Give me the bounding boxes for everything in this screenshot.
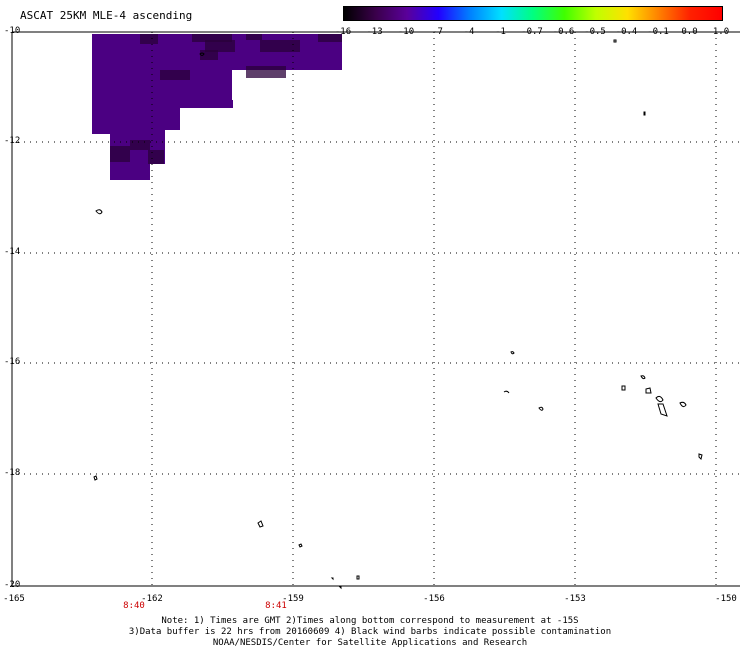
time-label: 8:40	[123, 601, 145, 611]
island	[356, 575, 360, 580]
time-label: 8:41	[265, 601, 287, 611]
data-cell	[318, 34, 342, 42]
longitude-label: -153	[564, 594, 586, 604]
data-cell	[292, 70, 342, 110]
latitude-label: -12	[4, 136, 21, 146]
longitude-label: -156	[423, 594, 445, 604]
latitude-label: -20	[4, 580, 21, 590]
island	[657, 403, 668, 417]
note-line-3: NOAA/NESDIS/Center for Satellite Applica…	[212, 638, 528, 648]
island	[95, 209, 103, 215]
island	[640, 375, 646, 380]
data-cell	[160, 70, 190, 80]
data-cell	[218, 100, 233, 108]
latitude-label: -14	[4, 247, 21, 257]
island	[655, 395, 664, 403]
data-cell	[165, 130, 180, 180]
data-cell	[192, 34, 232, 42]
data-cell	[246, 66, 286, 78]
data-cell	[110, 146, 130, 162]
data-cells	[92, 34, 342, 180]
island	[330, 577, 334, 581]
island	[199, 52, 205, 56]
note-line-2: 3)Data buffer is 22 hrs from 20160609 4)…	[128, 627, 612, 637]
island	[298, 543, 303, 548]
longitude-label: -162	[141, 594, 163, 604]
data-cell	[92, 134, 110, 180]
island	[621, 385, 626, 391]
island	[645, 387, 652, 394]
island	[698, 453, 703, 460]
island	[538, 406, 544, 411]
latitude-label: -16	[4, 357, 21, 367]
longitude-label: -159	[282, 594, 304, 604]
grid-lines	[11, 31, 740, 587]
data-cell	[232, 70, 242, 110]
longitude-label: -150	[715, 594, 737, 604]
data-cell	[130, 140, 150, 150]
latitude-label: -18	[4, 468, 21, 478]
island	[93, 475, 98, 481]
latitude-label: -10	[4, 26, 21, 36]
data-cell	[205, 40, 235, 52]
data-cell	[260, 40, 300, 52]
note-line-1: Note: 1) Times are GMT 2)Times along bot…	[161, 616, 579, 626]
data-cell	[148, 150, 164, 164]
island	[510, 351, 515, 355]
colorbar	[343, 6, 723, 21]
island	[613, 39, 617, 43]
data-cell	[140, 34, 158, 44]
islands	[93, 39, 703, 590]
data-cell	[218, 108, 248, 113]
island	[643, 111, 646, 116]
longitude-label: -165	[3, 594, 25, 604]
data-cell	[246, 34, 262, 40]
island	[679, 401, 687, 408]
data-cell	[200, 50, 218, 60]
island	[503, 390, 510, 394]
data-cell	[150, 164, 165, 180]
island	[257, 520, 264, 528]
data-cell	[110, 162, 150, 180]
island	[338, 586, 342, 590]
chart-title: ASCAT 25KM MLE-4 ascending	[20, 9, 193, 22]
